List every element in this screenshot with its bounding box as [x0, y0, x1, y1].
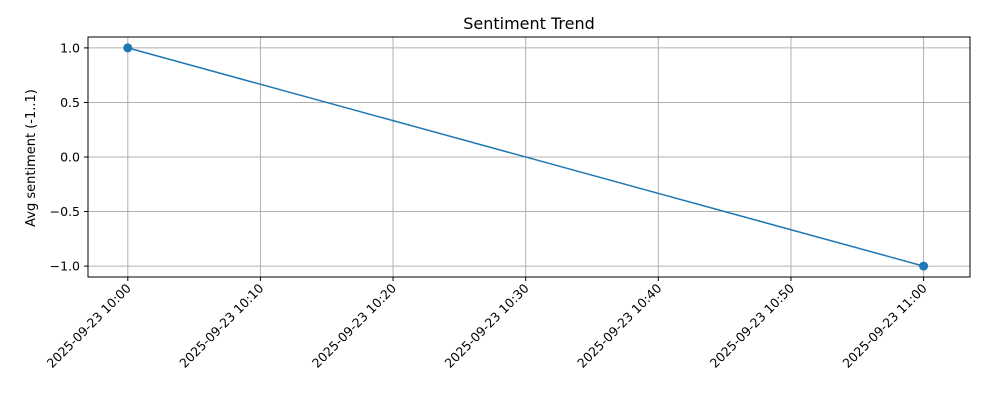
- y-tick-label: 0.0: [60, 150, 80, 165]
- x-tick-label: 2025-09-23 10:00: [44, 280, 134, 370]
- x-tick-label: 2025-09-23 11:00: [839, 280, 929, 370]
- y-tick-label: 1.0: [60, 40, 80, 55]
- y-tick-label: −1.0: [50, 259, 80, 274]
- series-layer: [123, 43, 929, 271]
- x-tick-label: 2025-09-23 10:50: [707, 280, 797, 370]
- grid: [88, 37, 970, 277]
- y-tick-label: 0.5: [60, 95, 80, 110]
- y-tick-label: −0.5: [50, 204, 80, 219]
- chart-title: Sentiment Trend: [463, 14, 595, 33]
- series-line: [127, 47, 924, 267]
- ticks: 2025-09-23 10:00 2025-09-23 10:10 2025-09-…: [44, 40, 930, 370]
- x-tick-label: 2025-09-23 10:20: [309, 280, 399, 370]
- y-axis-label: Avg sentiment (-1..1): [24, 89, 39, 227]
- x-tick-label: 2025-09-23 10:40: [574, 280, 664, 370]
- x-tick-label: 2025-09-23 10:30: [442, 280, 532, 370]
- data-point: [919, 261, 929, 271]
- x-tick-label: 2025-09-23 10:10: [176, 280, 266, 370]
- data-point: [123, 43, 133, 53]
